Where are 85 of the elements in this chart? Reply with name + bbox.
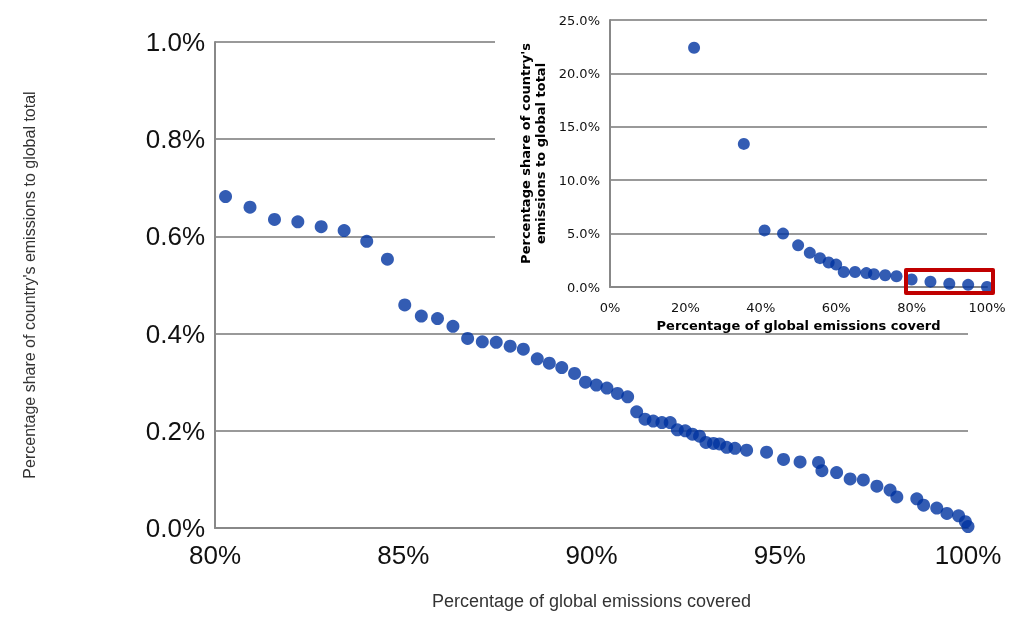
point bbox=[610, 386, 624, 400]
point bbox=[621, 390, 635, 404]
point bbox=[758, 224, 771, 237]
y-tick-label: 0.4% bbox=[145, 318, 205, 349]
point bbox=[837, 266, 850, 279]
point bbox=[843, 472, 857, 486]
point bbox=[793, 455, 807, 469]
y-tick-label: 20.0% bbox=[558, 65, 600, 81]
x-tick-label: 95% bbox=[753, 540, 806, 570]
y-tick-label: 0.6% bbox=[145, 221, 205, 252]
point bbox=[777, 452, 791, 466]
point bbox=[737, 137, 750, 150]
x-axis-title: Percentage of global emissions covered bbox=[431, 591, 752, 611]
point bbox=[630, 405, 644, 419]
point bbox=[814, 252, 826, 265]
point bbox=[830, 258, 843, 271]
point bbox=[489, 335, 503, 349]
point bbox=[555, 361, 569, 375]
y-axis-title: Percentage share of country's emissions to global total bbox=[20, 91, 38, 479]
point bbox=[414, 309, 428, 323]
point bbox=[728, 441, 742, 455]
y-tick-label: 0.0% bbox=[145, 513, 205, 543]
y-tick-label: 5.0% bbox=[566, 226, 600, 242]
point bbox=[940, 506, 954, 520]
point bbox=[268, 212, 281, 226]
point bbox=[867, 268, 880, 281]
x-tick-label: 60% bbox=[821, 300, 851, 315]
point bbox=[360, 234, 374, 248]
x-tick-label: 100% bbox=[934, 540, 1002, 570]
x-tick-label: 80% bbox=[188, 540, 242, 570]
y-tick-label: 15.0% bbox=[558, 119, 600, 135]
point bbox=[830, 466, 844, 480]
x-tick-label: 100% bbox=[968, 300, 1006, 315]
point bbox=[962, 278, 975, 291]
point bbox=[431, 312, 445, 326]
point bbox=[314, 220, 328, 234]
point bbox=[890, 270, 903, 283]
point bbox=[792, 239, 805, 252]
y-tick-label: 25.0% bbox=[558, 12, 600, 28]
y-axis-title: Percentage share of country's emissions to global total bbox=[517, 42, 548, 264]
point bbox=[568, 366, 582, 380]
point bbox=[219, 190, 233, 204]
point bbox=[516, 342, 530, 356]
y-tick-label: 0.0% bbox=[566, 279, 600, 295]
point bbox=[849, 266, 862, 279]
point bbox=[924, 275, 937, 288]
x-tick-label: 40% bbox=[746, 300, 776, 315]
point bbox=[380, 252, 394, 266]
y-tick-label: 0.2% bbox=[145, 415, 205, 446]
point bbox=[870, 479, 884, 493]
point bbox=[589, 378, 603, 392]
point bbox=[943, 277, 956, 290]
point bbox=[930, 501, 944, 515]
point bbox=[600, 381, 614, 395]
x-axis-title: Percentage of global emissions coverd bbox=[656, 317, 941, 333]
point bbox=[688, 41, 701, 54]
point bbox=[398, 298, 412, 312]
point bbox=[803, 246, 816, 259]
y-tick-label: 1.0% bbox=[145, 27, 205, 57]
point bbox=[856, 473, 870, 487]
y-tick-label: 0.8% bbox=[145, 124, 205, 155]
point bbox=[503, 339, 517, 353]
x-tick-label: 85% bbox=[377, 540, 430, 570]
point bbox=[879, 269, 892, 282]
point bbox=[917, 498, 931, 512]
point bbox=[291, 215, 305, 229]
point bbox=[446, 319, 460, 333]
point bbox=[530, 352, 544, 366]
point bbox=[243, 200, 257, 214]
point bbox=[815, 464, 829, 478]
x-tick-label: 90% bbox=[565, 540, 618, 570]
point bbox=[740, 443, 754, 457]
y-tick-label: 10.0% bbox=[558, 172, 600, 188]
point bbox=[475, 335, 489, 349]
point bbox=[542, 356, 556, 370]
x-tick-label: 80% bbox=[897, 300, 927, 315]
point bbox=[760, 445, 774, 459]
point bbox=[578, 375, 592, 389]
point bbox=[890, 490, 904, 504]
point bbox=[461, 331, 475, 345]
point bbox=[961, 520, 975, 534]
point bbox=[777, 227, 790, 240]
point bbox=[337, 224, 351, 238]
x-tick-label: 0% bbox=[599, 300, 621, 315]
x-tick-label: 20% bbox=[670, 300, 700, 315]
